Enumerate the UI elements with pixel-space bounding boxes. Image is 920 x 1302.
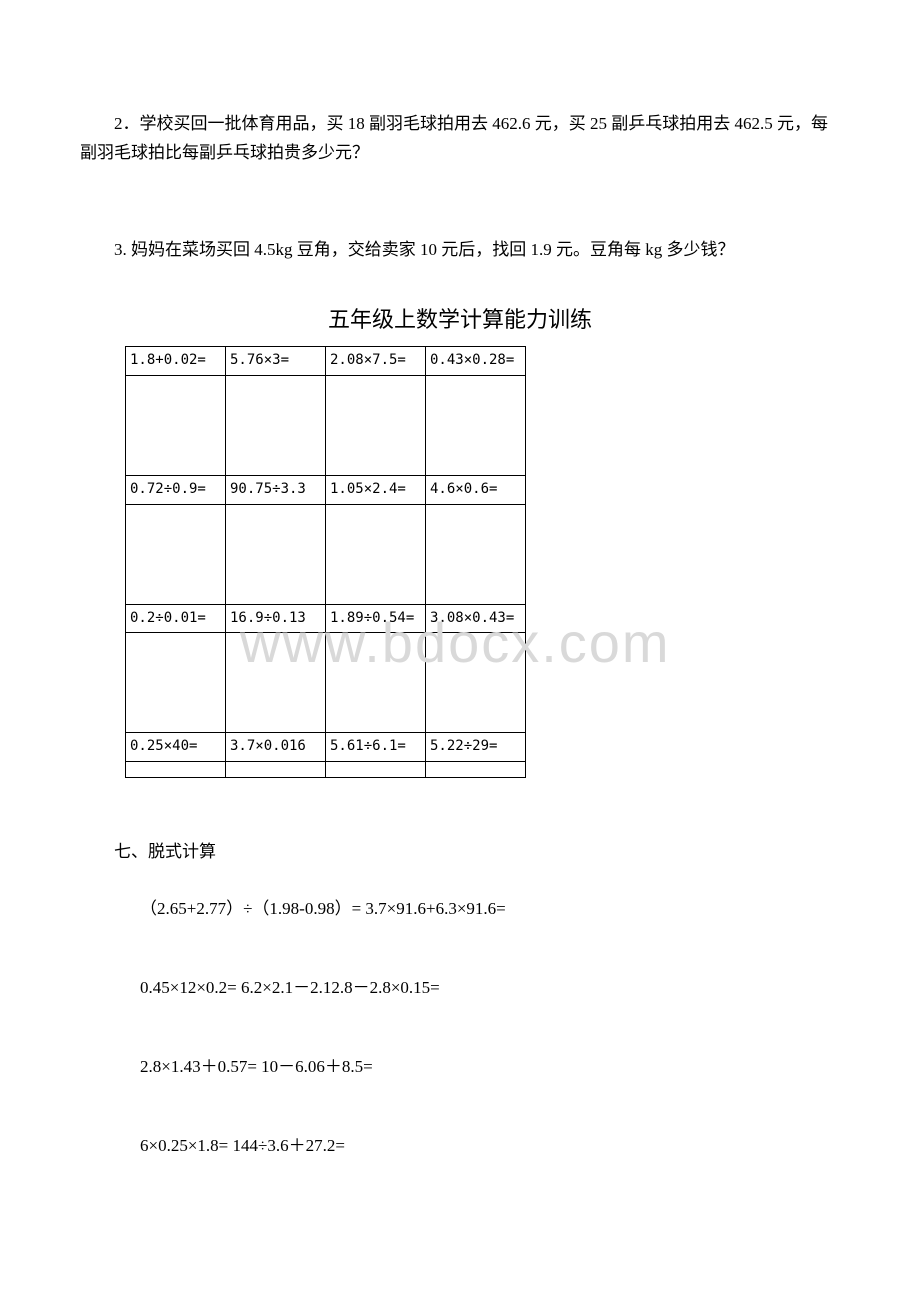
- calc-line: 0.45×12×0.2= 6.2×2.1－2.12.8－2.8×0.15=: [140, 974, 840, 1003]
- page-content: 2．学校买回一批体育用品，买 18 副羽毛球拍用去 462.6 元，买 25 副…: [0, 0, 920, 1161]
- spacer: [80, 273, 840, 301]
- work-cell: [326, 504, 426, 604]
- work-cell: [126, 375, 226, 475]
- calc-cell: 90.75÷3.3: [226, 475, 326, 504]
- work-cell: [226, 375, 326, 475]
- calc-grid: 1.8+0.02= 5.76×3= 2.08×7.5= 0.43×0.28= 0…: [125, 346, 526, 778]
- problem-2: 2．学校买回一批体育用品，买 18 副羽毛球拍用去 462.6 元，买 25 副…: [80, 110, 840, 168]
- section-7-title: 七、脱式计算: [80, 838, 840, 867]
- work-cell: [426, 375, 526, 475]
- table-row: 1.8+0.02= 5.76×3= 2.08×7.5= 0.43×0.28=: [126, 347, 526, 376]
- calc-cell: 1.8+0.02=: [126, 347, 226, 376]
- calc-cell: 5.76×3=: [226, 347, 326, 376]
- calc-cell: 3.7×0.016: [226, 733, 326, 762]
- work-cell: [226, 633, 326, 733]
- work-cell: [426, 633, 526, 733]
- calc-cell: 0.2÷0.01=: [126, 604, 226, 633]
- calc-cell: 0.43×0.28=: [426, 347, 526, 376]
- work-cell: [226, 762, 326, 778]
- work-cell: [326, 633, 426, 733]
- calc-cell: 3.08×0.43=: [426, 604, 526, 633]
- work-cell: [426, 504, 526, 604]
- table-row: [126, 504, 526, 604]
- calc-cell: 4.6×0.6=: [426, 475, 526, 504]
- calc-line: 6×0.25×1.8= 144÷3.6＋27.2=: [140, 1132, 840, 1161]
- table-row: 0.25×40= 3.7×0.016 5.61÷6.1= 5.22÷29=: [126, 733, 526, 762]
- work-cell: [126, 504, 226, 604]
- table-row: [126, 375, 526, 475]
- calc-cell: 5.61÷6.1=: [326, 733, 426, 762]
- work-cell: [326, 762, 426, 778]
- work-cell: [126, 633, 226, 733]
- calc-cell: 5.22÷29=: [426, 733, 526, 762]
- calc-cell: 0.25×40=: [126, 733, 226, 762]
- work-cell: [126, 762, 226, 778]
- calc-cell: 0.72÷0.9=: [126, 475, 226, 504]
- calc-cell: 16.9÷0.13: [226, 604, 326, 633]
- calc-cell: 2.08×7.5=: [326, 347, 426, 376]
- work-cell: [226, 504, 326, 604]
- calc-line: （2.65+2.77）÷（1.98-0.98）= 3.7×91.6+6.3×91…: [140, 895, 840, 924]
- table-row: [126, 633, 526, 733]
- grid-section-title: 五年级上数学计算能力训练: [80, 301, 840, 338]
- table-row: [126, 762, 526, 778]
- work-cell: [326, 375, 426, 475]
- spacer: [80, 176, 840, 236]
- calc-cell: 1.89÷0.54=: [326, 604, 426, 633]
- problem-3: 3. 妈妈在菜场买回 4.5kg 豆角，交给卖家 10 元后，找回 1.9 元。…: [80, 236, 840, 265]
- table-row: 0.2÷0.01= 16.9÷0.13 1.89÷0.54= 3.08×0.43…: [126, 604, 526, 633]
- calc-line: 2.8×1.43＋0.57= 10－6.06＋8.5=: [140, 1053, 840, 1082]
- work-cell: [426, 762, 526, 778]
- calc-cell: 1.05×2.4=: [326, 475, 426, 504]
- table-row: 0.72÷0.9= 90.75÷3.3 1.05×2.4= 4.6×0.6=: [126, 475, 526, 504]
